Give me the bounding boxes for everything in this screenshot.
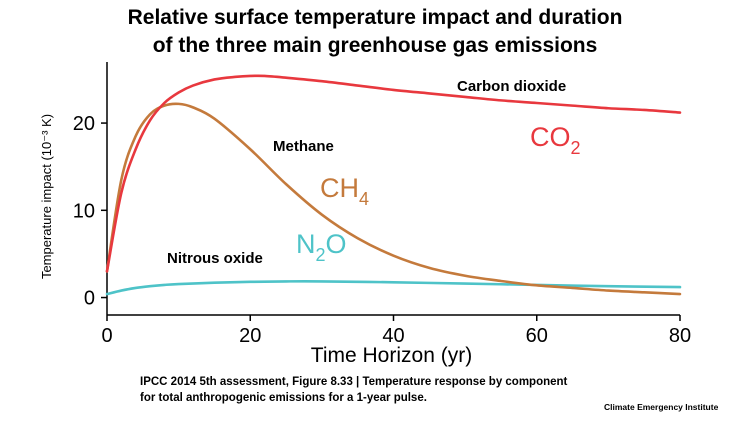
y-tick-label: 0 <box>84 288 95 310</box>
series-lines <box>105 74 682 296</box>
chart-title-line-1: Relative surface temperature impact and … <box>127 6 623 29</box>
series-symbol-ch4: CH4 <box>320 173 369 209</box>
y-tick-label: 20 <box>73 113 95 135</box>
series-name-label-co2: Carbon dioxide <box>457 78 566 95</box>
x-tick-label: 40 <box>382 325 404 347</box>
figure-caption-line-1: IPCC 2014 5th assessment, Figure 8.33 | … <box>140 376 568 388</box>
credit-text: Climate Emergency Institute <box>604 402 719 412</box>
series-symbol-n2o: N2O <box>296 229 347 265</box>
series-line-n2o <box>105 280 682 296</box>
x-tick-label: 60 <box>526 325 548 347</box>
series-name-label-ch4: Methane <box>273 138 334 155</box>
series-line-co2 <box>105 74 682 273</box>
y-tick-label: 10 <box>73 200 95 222</box>
series-name-label-n2o: Nitrous oxide <box>167 250 263 267</box>
figure-caption-line-2: for total anthropogenic emissions for a … <box>140 392 427 404</box>
series-symbol-co2: CO2 <box>530 122 581 158</box>
axes <box>106 62 680 316</box>
x-axis-label: Time Horizon (yr) <box>311 344 472 367</box>
series-labels: Carbon dioxide CO2 Methane CH4 Nitrous oxide… <box>167 78 581 267</box>
x-tick-label: 20 <box>239 325 261 347</box>
series-line-ch4 <box>105 102 682 296</box>
ticks: 0 20 40 60 80 0 10 20 <box>73 113 691 347</box>
x-tick-label: 0 <box>101 325 112 347</box>
chart-title-line-2: of the three main greenhouse gas emissio… <box>152 34 598 57</box>
x-tick-label: 80 <box>669 325 691 347</box>
y-axis-label: Temperature impact (10⁻³ K) <box>39 114 54 279</box>
